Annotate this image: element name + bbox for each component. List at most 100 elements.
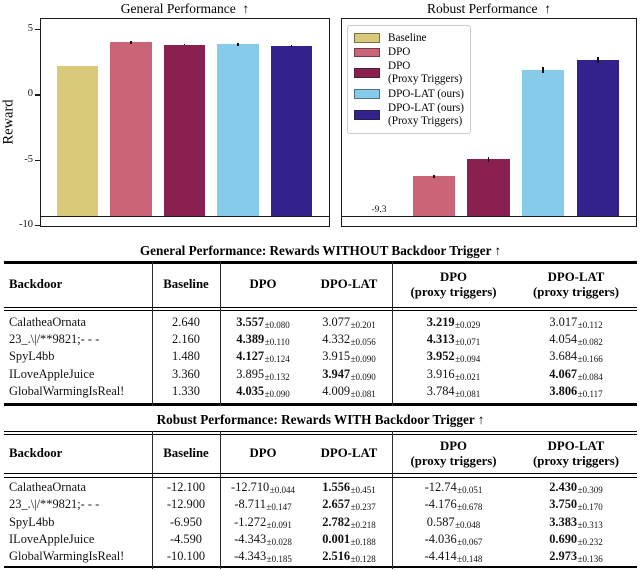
cell-baseline: 1.330 bbox=[172, 383, 200, 398]
table-row: ILoveAppleJuice -4.590 -4.343 ±0.028 0.001 ±0… bbox=[4, 531, 637, 548]
error-bar bbox=[487, 156, 490, 162]
table-row: 23_.\|/**9821;- - - -12.900 -8.711 ±0.147 2.… bbox=[4, 496, 637, 513]
cell-backdoor: GlobalWarmingIsReal! bbox=[9, 549, 125, 564]
header-dpo-proxy: DPO (proxy triggers) bbox=[410, 269, 497, 300]
error-bar bbox=[597, 57, 599, 64]
table-header-rule bbox=[4, 476, 637, 478]
y-tick-mark bbox=[34, 224, 40, 226]
y-tick-label: 0 bbox=[27, 88, 33, 100]
legend-item-baseline: Baseline bbox=[354, 32, 464, 45]
cell-dpo: -1.272 ±0.091 bbox=[234, 514, 292, 530]
legend-item-label: Baseline bbox=[388, 31, 427, 44]
cell-dpo-proxy: 4.313 ±0.071 bbox=[426, 331, 481, 347]
table-header-rule bbox=[4, 306, 637, 308]
cell-dpolat: 2.516 ±0.128 bbox=[322, 549, 376, 565]
table-bottom-rule bbox=[4, 403, 637, 406]
error-bar bbox=[130, 41, 132, 44]
cell-dpo-proxy: 3.219 ±0.029 bbox=[426, 314, 481, 330]
baseline-value-annotation: -9.3 bbox=[371, 205, 387, 215]
cell-dpolat: 1.556 ±0.451 bbox=[322, 480, 376, 496]
chart-title-general: General Performance ↑ bbox=[120, 1, 250, 16]
table-row: SpyL4bb -6.950 -1.272 ±0.091 2.782 ±0.218 0.58… bbox=[4, 514, 637, 531]
cell-backdoor: ILoveAppleJuice bbox=[9, 366, 95, 381]
bar-base-line bbox=[342, 215, 636, 217]
legend-swatch bbox=[354, 89, 380, 99]
cell-dpolat: 0.001 ±0.188 bbox=[322, 532, 376, 548]
plot-area-general bbox=[40, 18, 330, 227]
legend-item-label: DPO-LAT (ours) bbox=[388, 87, 464, 100]
cell-baseline: 2.640 bbox=[172, 314, 200, 329]
cell-backdoor: SpyL4bb bbox=[9, 514, 55, 529]
table-row: CalatheaOrnata 2.640 3.557 ±0.080 3.077 ±0.20… bbox=[4, 314, 637, 331]
bar-base-line bbox=[41, 215, 329, 217]
cell-dpolat-proxy: 4.067 ±0.084 bbox=[549, 366, 603, 382]
table-top-rule bbox=[4, 261, 637, 264]
charts-row: General Performance ↑ Robust Performance… bbox=[0, 0, 640, 242]
header-backdoor: Backdoor bbox=[9, 446, 63, 461]
legend-item-label: DPO (Proxy Triggers) bbox=[388, 60, 463, 86]
header-dpo-lat-proxy: DPO-LAT (proxy triggers) bbox=[532, 269, 620, 300]
cell-backdoor: CalatheaOrnata bbox=[9, 480, 87, 495]
cell-dpo-proxy: 3.916 ±0.021 bbox=[426, 366, 481, 382]
header-dpo: DPO bbox=[249, 277, 277, 292]
column-separator bbox=[220, 261, 221, 406]
error-bar bbox=[433, 175, 435, 178]
table-row: GlobalWarmingIsReal! -10.100 -4.343 ±0.185 2… bbox=[4, 548, 637, 565]
legend-swatch bbox=[354, 33, 380, 43]
cell-dpo-proxy: 0.587 ±0.048 bbox=[426, 514, 481, 530]
bar-dpo-lat-ours-proxy-triggers bbox=[270, 45, 313, 216]
cell-dpo: 4.035 ±0.090 bbox=[236, 383, 290, 399]
cell-dpolat-proxy: 3.806 ±0.117 bbox=[549, 383, 603, 399]
legend-item-label: DPO bbox=[388, 45, 411, 58]
legend-item-dpo: DPO bbox=[354, 46, 464, 59]
bar-dpo-lat-ours bbox=[521, 69, 565, 216]
error-bar bbox=[183, 43, 186, 46]
legend-item-dpo-lat-ours-proxy-triggers: DPO-LAT (ours) (Proxy Triggers) bbox=[354, 102, 464, 128]
bar-dpo-proxy-triggers bbox=[467, 159, 510, 216]
y-tick-mark bbox=[34, 94, 40, 96]
table-header-row: Backdoor Baseline DPO DPO-LAT DPO (proxy trig… bbox=[4, 264, 637, 306]
cell-dpolat: 3.947 ±0.090 bbox=[322, 366, 376, 382]
cell-backdoor: 23_.\|/**9821;- - - bbox=[9, 331, 100, 346]
cell-baseline: -12.900 bbox=[166, 497, 206, 512]
y-tick-label: -5 bbox=[24, 153, 33, 165]
table-header-row: Backdoor Baseline DPO DPO-LAT DPO (proxy trig… bbox=[4, 436, 637, 472]
table-bottom-rule bbox=[4, 565, 637, 569]
cell-dpolat-proxy: 3.750 ±0.170 bbox=[549, 497, 603, 513]
error-bar bbox=[542, 66, 544, 73]
cell-dpolat-proxy: 0.690 ±0.232 bbox=[549, 532, 603, 548]
cell-baseline: 1.480 bbox=[172, 349, 200, 364]
legend-swatch bbox=[354, 47, 380, 58]
bar-baseline bbox=[56, 66, 99, 216]
header-dpo-lat: DPO-LAT bbox=[320, 446, 378, 461]
table-top-rule bbox=[4, 434, 637, 436]
table-row: CalatheaOrnata -12.100 -12.710 ±0.044 1.556 ±… bbox=[4, 479, 637, 496]
y-tick-mark bbox=[34, 159, 40, 161]
legend-swatch bbox=[354, 68, 380, 78]
cell-baseline: -4.590 bbox=[169, 532, 202, 547]
cell-backdoor: SpyL4bb bbox=[9, 349, 55, 364]
cell-dpolat: 2.782 ±0.218 bbox=[322, 514, 376, 530]
cell-dpo-proxy: -4.414 ±0.148 bbox=[424, 549, 483, 565]
cell-dpolat: 4.009 ±0.081 bbox=[322, 383, 376, 399]
cell-backdoor: 23_.\|/**9821;- - - bbox=[9, 497, 100, 512]
table-header-rule bbox=[4, 473, 637, 475]
cell-backdoor: CalatheaOrnata bbox=[9, 314, 87, 329]
legend-item-dpo-proxy-triggers: DPO (Proxy Triggers) bbox=[354, 60, 464, 86]
cell-baseline: -6.950 bbox=[169, 514, 202, 529]
cell-dpo-proxy: -4.176 ±0.678 bbox=[424, 497, 483, 513]
table-robust-performance: Backdoor Baseline DPO DPO-LAT DPO (proxy trig… bbox=[4, 431, 637, 569]
table-general-performance: Backdoor Baseline DPO DPO-LAT DPO (proxy trig… bbox=[4, 261, 637, 406]
table-row: SpyL4bb 1.480 4.127 ±0.124 3.915 ±0.090 3.952 ±… bbox=[4, 348, 637, 365]
cell-backdoor: GlobalWarmingIsReal! bbox=[9, 383, 125, 398]
cell-dpo: -8.711 ±0.147 bbox=[234, 497, 292, 513]
cell-dpolat: 3.077 ±0.201 bbox=[322, 314, 376, 330]
cell-baseline: -12.100 bbox=[166, 480, 206, 495]
cell-dpo: 4.389 ±0.110 bbox=[236, 331, 290, 347]
bar-dpo-proxy-triggers bbox=[163, 44, 206, 216]
cell-dpolat: 3.915 ±0.090 bbox=[322, 349, 376, 365]
bar-dpo-lat-ours-proxy-triggers bbox=[576, 60, 620, 216]
table-row: GlobalWarmingIsReal! 1.330 4.035 ±0.090 4.00… bbox=[4, 383, 637, 400]
cell-baseline: -10.100 bbox=[166, 549, 206, 564]
